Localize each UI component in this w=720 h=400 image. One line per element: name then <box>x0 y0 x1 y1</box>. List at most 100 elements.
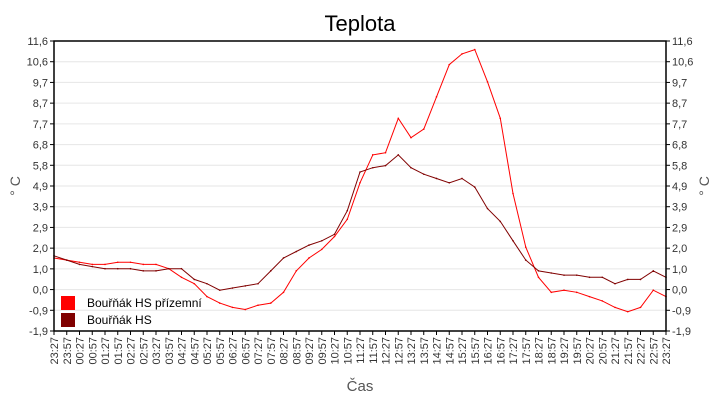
x-tick-label: 09:57 <box>317 337 329 365</box>
x-tick-label: 12:57 <box>393 337 405 365</box>
y-tick-label-right: 10,6 <box>672 57 693 69</box>
x-tick-label: 02:27 <box>126 337 138 365</box>
x-tick-label: 15:57 <box>470 337 482 365</box>
x-tick-label: 02:57 <box>138 337 150 365</box>
data-point <box>269 270 272 272</box>
x-tick-label: 21:27 <box>610 337 622 365</box>
legend-swatch <box>61 313 75 327</box>
data-point <box>333 233 336 236</box>
y-tick-label-right: 5,8 <box>672 160 687 172</box>
data-point <box>639 306 642 309</box>
x-tick-label: 01:57 <box>113 337 125 365</box>
x-tick-label: 04:57 <box>189 337 201 365</box>
y-tick-label-right: 2,0 <box>672 243 687 255</box>
x-tick-label: 23:27 <box>661 337 673 365</box>
data-point <box>116 267 119 270</box>
x-tick-label: 22:57 <box>648 337 660 365</box>
data-point <box>244 285 247 287</box>
x-tick-label: 23:27 <box>49 337 61 365</box>
y-tick-label-left: 10,6 <box>27 57 48 69</box>
data-point <box>206 282 208 285</box>
data-point <box>512 192 514 195</box>
data-point <box>448 181 451 184</box>
data-point <box>180 267 183 270</box>
legend-label: Bouřňák HS přízemní <box>87 296 202 310</box>
data-point <box>524 246 527 249</box>
data-point <box>512 239 514 242</box>
data-point <box>524 259 527 261</box>
y-tick-label-left: 2,9 <box>33 222 48 234</box>
x-tick-label: 19:27 <box>559 337 571 365</box>
x-tick-label: 08:57 <box>291 337 303 365</box>
data-point <box>652 270 655 272</box>
data-point <box>193 282 196 285</box>
data-point <box>486 81 489 83</box>
x-tick-label: 13:27 <box>406 337 418 365</box>
x-axis-label: Čas <box>347 378 374 395</box>
x-tick-label: 11:57 <box>368 337 380 364</box>
y-tick-label-right: 8,7 <box>672 98 687 110</box>
data-point <box>422 173 425 175</box>
y-tick-label-right: 4,9 <box>672 181 687 193</box>
y-tick-label-left: 3,9 <box>33 202 48 214</box>
data-point <box>180 276 183 279</box>
data-point <box>473 186 476 188</box>
legend-swatch <box>61 296 75 310</box>
data-point <box>155 263 157 266</box>
data-point <box>295 250 298 253</box>
data-point <box>346 218 349 221</box>
data-point <box>448 63 451 66</box>
y-tick-label-right: 2,9 <box>672 222 687 234</box>
x-tick-label: 11:27 <box>355 337 367 364</box>
data-point <box>282 291 285 294</box>
data-point <box>269 302 272 304</box>
x-tick-label: 12:27 <box>381 337 393 365</box>
x-tick-label: 05:57 <box>215 337 227 365</box>
data-point <box>422 128 425 130</box>
data-point <box>320 248 323 251</box>
series-line-2 <box>53 154 667 291</box>
data-point <box>614 282 616 285</box>
data-point <box>537 270 540 272</box>
data-point <box>104 267 106 270</box>
x-tick-label: 03:27 <box>151 337 163 365</box>
data-point <box>626 310 629 313</box>
y-tick-label-left: -0,9 <box>29 305 48 317</box>
data-point <box>257 282 259 285</box>
x-tick-label: 03:57 <box>164 337 176 365</box>
data-point <box>461 53 463 55</box>
data-point <box>486 207 489 210</box>
y-tick-label-right: 6,8 <box>672 140 687 152</box>
x-tick-label: 16:57 <box>495 337 507 365</box>
y-tick-label-right: 11,6 <box>672 36 693 48</box>
x-tick-label: 06:27 <box>228 337 240 365</box>
data-point <box>499 220 502 223</box>
y-axis-label-left: ° C <box>7 176 23 196</box>
data-point <box>78 261 81 264</box>
data-point <box>588 295 591 298</box>
data-point <box>231 306 234 309</box>
data-point <box>116 261 119 264</box>
data-point <box>371 166 374 169</box>
data-point <box>410 136 412 139</box>
data-point <box>563 289 565 291</box>
y-tick-label-left: 1,0 <box>33 264 48 276</box>
data-point <box>333 235 336 238</box>
data-point <box>142 263 145 266</box>
x-tick-label: 20:27 <box>585 337 597 365</box>
data-point <box>397 117 400 120</box>
x-tick-label: 01:27 <box>100 337 112 365</box>
x-tick-label: 00:27 <box>75 337 87 365</box>
series-line-1 <box>53 48 667 313</box>
x-tick-label: 07:57 <box>266 337 278 365</box>
data-point <box>65 259 68 261</box>
x-tick-label: 23:57 <box>62 337 74 365</box>
data-point <box>155 270 157 272</box>
chart-title: Teplota <box>325 11 397 36</box>
y-tick-label-right: -0,9 <box>672 305 691 317</box>
data-point <box>550 291 553 294</box>
data-point <box>601 300 604 302</box>
data-point <box>282 257 285 259</box>
